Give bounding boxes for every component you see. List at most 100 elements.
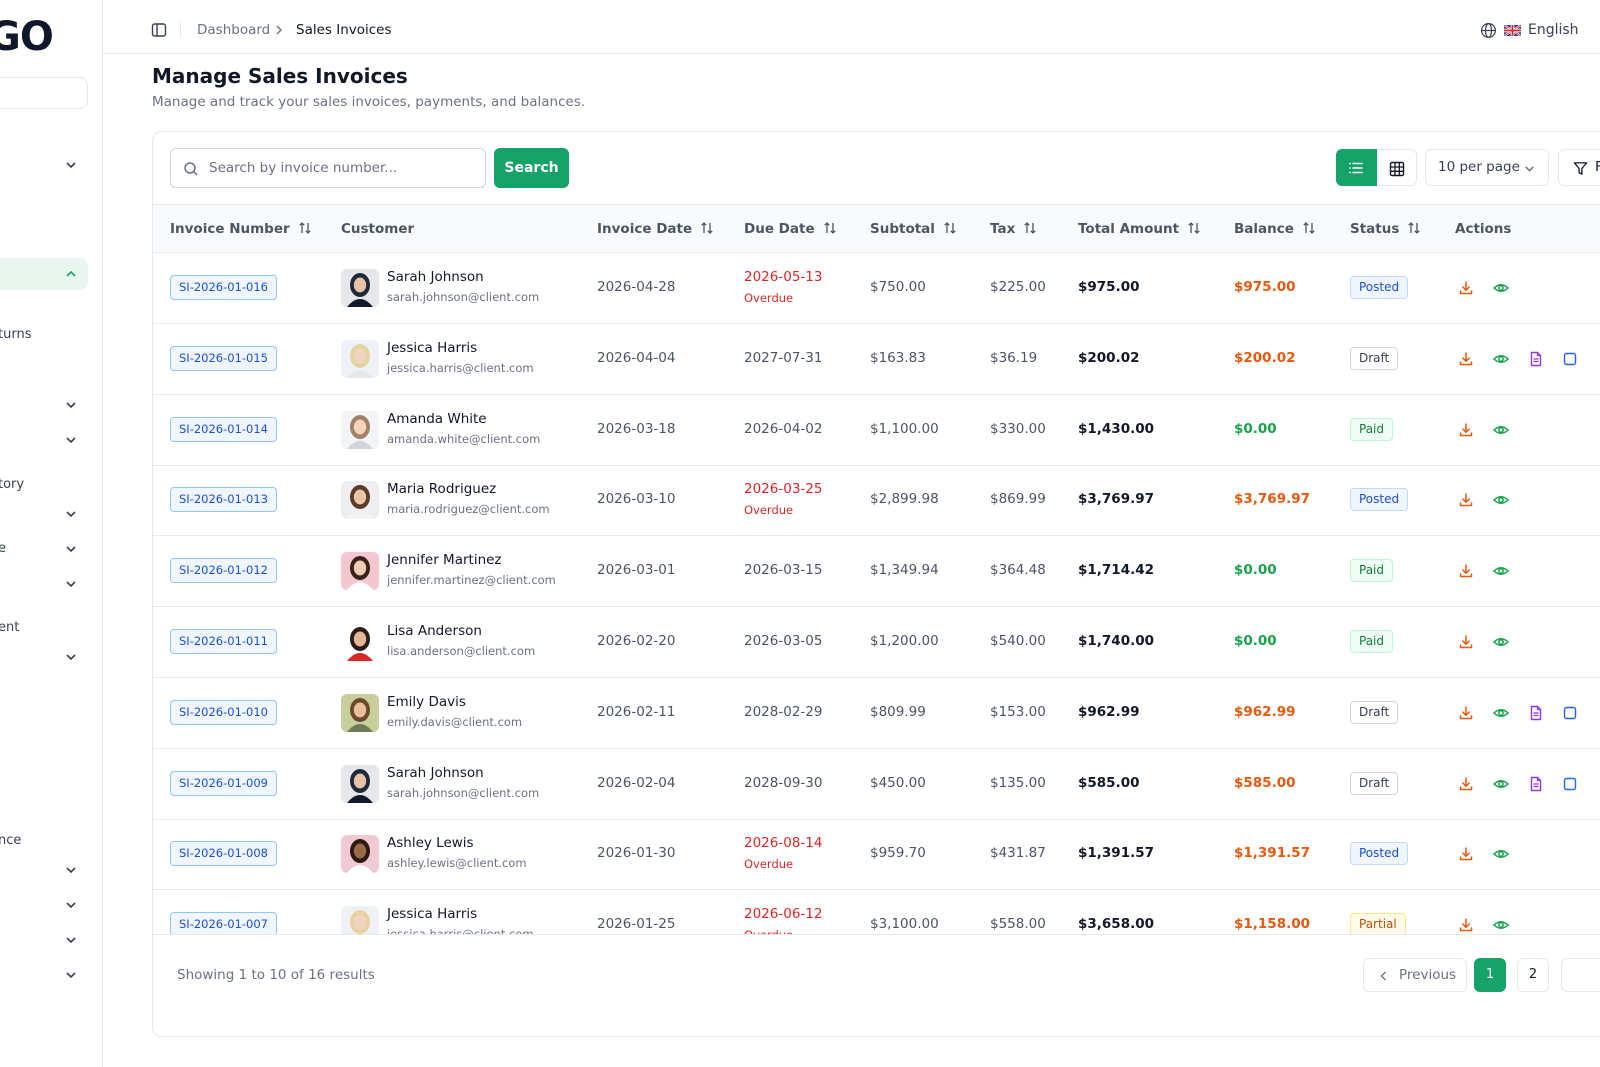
document-icon[interactable]: [1528, 705, 1544, 721]
download-icon[interactable]: [1458, 492, 1474, 508]
table-row[interactable]: SI-2026-01-015 Jessica Harris jessica.harr…: [153, 324, 1600, 395]
sidebar-toggle-icon[interactable]: [151, 22, 167, 38]
sort-icon[interactable]: [1023, 221, 1037, 235]
search-button[interactable]: Search: [494, 148, 569, 188]
sidebar-item[interactable]: [0, 498, 88, 530]
chevron-right-icon: [276, 25, 282, 35]
sidebar-item[interactable]: [0, 924, 88, 956]
sidebar-item[interactable]: e: [0, 533, 88, 565]
sidebar-item[interactable]: [0, 389, 88, 421]
sidebar-search-input[interactable]: [0, 77, 88, 109]
previous-page-button[interactable]: Previous: [1363, 958, 1467, 992]
sidebar-item[interactable]: turns: [0, 319, 88, 351]
sort-icon[interactable]: [823, 221, 837, 235]
table-row[interactable]: SI-2026-01-010 Emily Davis emily.davis@cli…: [153, 678, 1600, 749]
invoice-number-link[interactable]: SI-2026-01-012: [170, 558, 277, 584]
sidebar-item[interactable]: [0, 641, 88, 673]
sort-icon[interactable]: [700, 221, 714, 235]
sort-icon[interactable]: [298, 221, 312, 235]
customer-email: sarah.johnson@client.com: [387, 290, 540, 304]
eye-icon[interactable]: [1493, 351, 1509, 367]
download-icon[interactable]: [1458, 351, 1474, 367]
document-icon[interactable]: [1528, 776, 1544, 792]
invoice-number-link[interactable]: SI-2026-01-016: [170, 275, 277, 300]
column-header[interactable]: Subtotal: [870, 221, 957, 237]
download-icon[interactable]: [1458, 422, 1474, 438]
edit-icon[interactable]: [1563, 776, 1579, 792]
invoice-number-link[interactable]: SI-2026-01-009: [170, 770, 277, 796]
column-header[interactable]: Tax: [990, 221, 1037, 237]
column-header[interactable]: Status: [1350, 221, 1421, 237]
table-row[interactable]: SI-2026-01-009 Sarah Johnson sarah.johnson…: [153, 749, 1600, 820]
table-row[interactable]: SI-2026-01-014 Amanda White amanda.white@c…: [153, 395, 1600, 466]
invoice-number-link[interactable]: SI-2026-01-008: [170, 841, 277, 867]
grid-view-button[interactable]: [1377, 149, 1417, 186]
table-row[interactable]: SI-2026-01-007 Jessica Harris jessica.harr…: [153, 890, 1600, 934]
column-header-label: Status: [1350, 221, 1400, 237]
download-icon[interactable]: [1458, 563, 1474, 579]
per-page-select[interactable]: 10 per page: [1425, 149, 1549, 186]
table-row[interactable]: SI-2026-01-012 Jennifer Martinez jennifer.…: [153, 536, 1600, 608]
customer-email: sarah.johnson@client.com: [387, 785, 540, 800]
globe-icon[interactable]: [1480, 22, 1497, 39]
sidebar-item[interactable]: tory: [0, 469, 88, 501]
eye-icon[interactable]: [1493, 917, 1509, 933]
sidebar-item[interactable]: [0, 424, 88, 456]
invoice-number-link[interactable]: SI-2026-01-007: [170, 912, 277, 934]
edit-icon[interactable]: [1563, 351, 1579, 367]
sort-icon[interactable]: [1407, 221, 1421, 235]
table-row[interactable]: SI-2026-01-008 Ashley Lewis ashley.lewis@c…: [153, 819, 1600, 891]
eye-icon[interactable]: [1493, 492, 1509, 508]
eye-icon[interactable]: [1493, 280, 1509, 296]
eye-icon[interactable]: [1493, 705, 1509, 721]
download-icon[interactable]: [1458, 280, 1474, 296]
column-header-label: Invoice Date: [597, 221, 693, 237]
edit-icon[interactable]: [1563, 705, 1579, 721]
next-page-button[interactable]: [1561, 958, 1600, 992]
column-header[interactable]: Balance: [1234, 221, 1316, 237]
invoice-number-link[interactable]: SI-2026-01-011: [170, 629, 277, 654]
sidebar-item[interactable]: [0, 889, 88, 921]
download-icon[interactable]: [1458, 776, 1474, 792]
column-header[interactable]: Due Date: [744, 221, 837, 237]
search-input[interactable]: [209, 149, 479, 187]
language-selector[interactable]: English: [1528, 22, 1579, 38]
column-header[interactable]: Total Amount: [1078, 221, 1201, 237]
page-button-2[interactable]: 2: [1517, 958, 1549, 992]
eye-icon[interactable]: [1493, 422, 1509, 438]
sidebar-item[interactable]: [0, 258, 88, 290]
table-row[interactable]: SI-2026-01-013 Maria Rodriguez maria.rodri…: [153, 465, 1600, 537]
download-icon[interactable]: [1458, 846, 1474, 862]
sidebar-item[interactable]: nce: [0, 825, 88, 857]
invoice-number-link[interactable]: SI-2026-01-010: [170, 699, 277, 725]
table-row[interactable]: SI-2026-01-016 Sarah Johnson sarah.johnson…: [153, 253, 1600, 324]
eye-icon[interactable]: [1493, 776, 1509, 792]
column-header-label: Customer: [341, 221, 415, 237]
breadcrumb-dashboard[interactable]: Dashboard: [197, 22, 271, 38]
document-icon[interactable]: [1528, 351, 1544, 367]
download-icon[interactable]: [1458, 705, 1474, 721]
sidebar-item[interactable]: [0, 959, 88, 991]
sidebar-item[interactable]: [0, 854, 88, 886]
sort-icon[interactable]: [1187, 221, 1201, 235]
list-view-button[interactable]: [1336, 149, 1377, 186]
sidebar-item[interactable]: ent: [0, 612, 88, 644]
page-button-1[interactable]: 1: [1474, 958, 1506, 992]
sidebar-item[interactable]: [0, 568, 88, 600]
filter-button[interactable]: F: [1558, 149, 1600, 186]
eye-icon[interactable]: [1493, 563, 1509, 579]
invoice-number-link[interactable]: SI-2026-01-013: [170, 487, 277, 513]
eye-icon[interactable]: [1493, 846, 1509, 862]
invoice-number-link[interactable]: SI-2026-01-015: [170, 345, 277, 371]
column-header[interactable]: Invoice Number: [170, 221, 312, 237]
table-row[interactable]: SI-2026-01-011 Lisa Anderson lisa.anderson…: [153, 607, 1600, 678]
sort-icon[interactable]: [943, 221, 957, 235]
eye-icon[interactable]: [1493, 634, 1509, 650]
invoice-number-link[interactable]: SI-2026-01-014: [170, 416, 277, 442]
column-header[interactable]: Invoice Date: [597, 221, 714, 237]
download-icon[interactable]: [1458, 634, 1474, 650]
download-icon[interactable]: [1458, 917, 1474, 933]
sort-icon[interactable]: [1302, 221, 1316, 235]
sidebar-item[interactable]: [0, 149, 88, 181]
tax: $153.00: [990, 703, 1046, 720]
